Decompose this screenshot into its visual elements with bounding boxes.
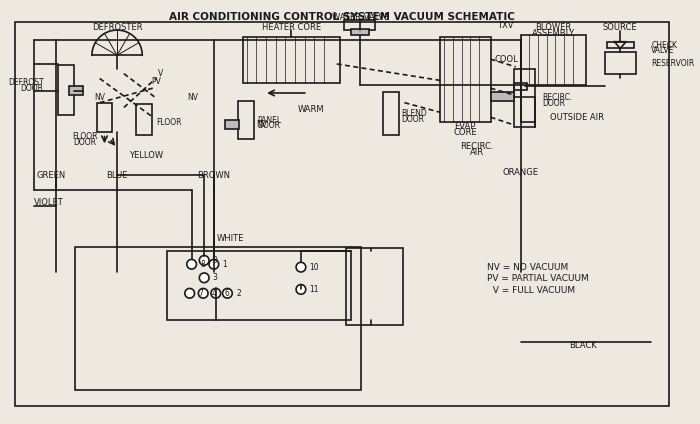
Bar [167, 251, 351, 321]
Text: VIOLET: VIOLET [34, 198, 64, 207]
Text: DOOR: DOOR [402, 114, 425, 124]
Bar [344, 20, 375, 30]
Text: 6: 6 [225, 289, 230, 298]
Text: DOOR: DOOR [542, 99, 565, 108]
Text: TXV: TXV [497, 21, 513, 30]
Bar [346, 248, 402, 325]
Text: DOOR: DOOR [20, 84, 43, 93]
Text: DEFROSTER: DEFROSTER [92, 23, 142, 32]
Text: SOURCE: SOURCE [603, 23, 638, 32]
Text: 7: 7 [198, 289, 203, 298]
Text: BLOWER: BLOWER [536, 23, 572, 32]
Text: VALVE: VALVE [651, 46, 675, 55]
Circle shape [198, 288, 208, 298]
Text: DOOR: DOOR [258, 121, 281, 131]
Bar [491, 92, 514, 101]
Bar [440, 37, 491, 122]
Text: PV: PV [151, 77, 161, 86]
Text: HEATER CORE: HEATER CORE [262, 23, 321, 32]
Text: BROWN: BROWN [197, 171, 230, 180]
Bar [514, 83, 527, 90]
Bar [58, 65, 74, 115]
Text: FLOOR: FLOOR [156, 117, 181, 126]
Text: FLOOR: FLOOR [72, 132, 98, 141]
Text: 10: 10 [309, 262, 319, 272]
Text: DEFROST: DEFROST [8, 78, 43, 87]
Bar [351, 29, 369, 35]
Text: YELLOW: YELLOW [129, 151, 163, 160]
Text: WARM: WARM [298, 105, 324, 114]
Text: NV = NO VACUUM: NV = NO VACUUM [486, 262, 568, 272]
Text: RESERVOIR: RESERVOIR [651, 59, 694, 68]
Text: GREEN: GREEN [37, 171, 66, 180]
Text: 2: 2 [236, 289, 241, 298]
Bar [76, 247, 361, 390]
Text: 3: 3 [213, 273, 218, 282]
Text: V: V [158, 69, 163, 78]
Text: 11: 11 [309, 285, 319, 294]
Text: 8: 8 [200, 260, 205, 269]
Text: EVAP.: EVAP. [454, 123, 477, 131]
Bar [383, 92, 399, 134]
Text: BLEND: BLEND [402, 109, 427, 118]
Text: BLUE: BLUE [106, 171, 128, 180]
Bar [607, 42, 634, 48]
Text: COOL: COOL [494, 55, 518, 64]
Text: 4: 4 [212, 289, 217, 298]
Bar [136, 103, 152, 134]
Text: PV = PARTIAL VACUUM: PV = PARTIAL VACUUM [486, 274, 589, 283]
Text: CHECK: CHECK [651, 41, 677, 50]
Bar [238, 101, 253, 139]
Text: AIR CONDITIONING CONTROL SYSTEM VACUUM SCHEMATIC: AIR CONDITIONING CONTROL SYSTEM VACUUM S… [169, 11, 514, 22]
Text: BLACK: BLACK [570, 341, 597, 350]
Circle shape [209, 259, 218, 269]
Bar [521, 35, 587, 85]
Circle shape [187, 259, 197, 269]
Text: AIR: AIR [470, 148, 484, 156]
Bar [69, 86, 83, 95]
Text: DOOR: DOOR [74, 138, 97, 147]
Text: WATER VALVE: WATER VALVE [332, 13, 390, 22]
Circle shape [223, 288, 232, 298]
Text: CORE: CORE [454, 128, 477, 137]
Circle shape [296, 285, 306, 294]
Bar [97, 103, 112, 132]
Text: NV: NV [187, 93, 198, 102]
Text: WHITE: WHITE [216, 234, 244, 243]
Bar [514, 69, 535, 127]
Text: RECIRC.: RECIRC. [542, 93, 572, 102]
Text: ASSEMBLY: ASSEMBLY [532, 28, 575, 37]
Bar [243, 37, 340, 83]
Text: RECIRC.: RECIRC. [461, 142, 494, 151]
Circle shape [296, 262, 306, 272]
Text: NV: NV [256, 120, 267, 129]
Text: PANEL: PANEL [258, 116, 281, 125]
Circle shape [199, 256, 209, 265]
Text: OUTSIDE AIR: OUTSIDE AIR [550, 113, 603, 122]
Text: 1: 1 [223, 260, 228, 269]
Text: V = FULL VACUUM: V = FULL VACUUM [486, 286, 575, 295]
Text: NV: NV [94, 93, 105, 102]
Circle shape [199, 273, 209, 283]
Bar [605, 52, 636, 74]
Text: ORANGE: ORANGE [503, 168, 538, 177]
Text: 9: 9 [213, 256, 218, 265]
Bar [225, 120, 239, 129]
Circle shape [185, 288, 195, 298]
Circle shape [211, 288, 220, 298]
